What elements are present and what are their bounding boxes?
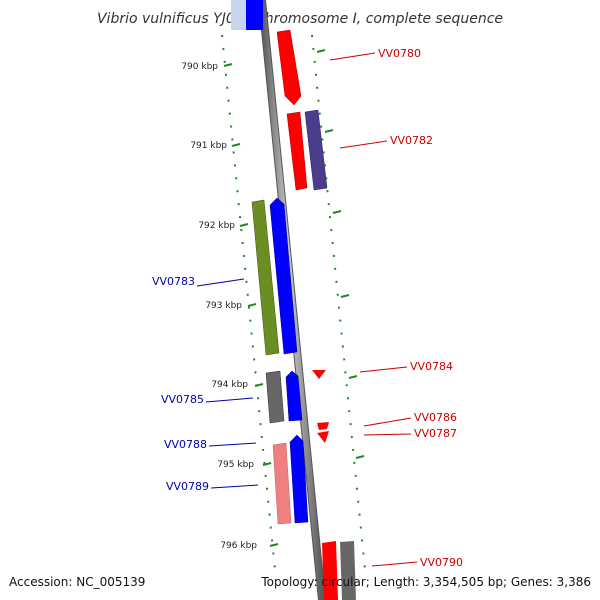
- tick-label-793: 793 kbp: [205, 301, 242, 311]
- gene-label-vv0786[interactable]: VV0786: [414, 411, 457, 424]
- tick-label-792: 792 kbp: [198, 221, 235, 231]
- gene-label-vv0783[interactable]: VV0783: [152, 275, 195, 288]
- gene-vv0785-block[interactable]: [285, 370, 303, 422]
- topology-text: Topology: circular; Length: 3,354,505 bp…: [260, 575, 591, 589]
- gene-label-vv0785[interactable]: VV0785: [161, 393, 204, 406]
- gene-vv0784-block[interactable]: [312, 370, 326, 379]
- gene-vv0780-block[interactable]: [276, 29, 302, 106]
- gene-label-vv0787[interactable]: VV0787: [414, 427, 457, 440]
- gene-vv0783-block[interactable]: [269, 197, 298, 355]
- tick-label-795: 795 kbp: [217, 460, 254, 470]
- gene-vv0788-block[interactable]: [289, 434, 309, 524]
- tick-label-796: 796 kbp: [220, 541, 257, 551]
- gene-unknown-block-1: [265, 370, 285, 424]
- map-title: Vibrio vulnificus YJ016 chromosome I, co…: [97, 11, 503, 27]
- gene-vv0786-block[interactable]: [317, 422, 329, 430]
- gene-label-vv0789[interactable]: VV0789: [166, 480, 209, 493]
- gene-label-vv0782[interactable]: VV0782: [390, 134, 433, 147]
- gene-vv0782-block[interactable]: [304, 109, 328, 191]
- gene-label-vv0790[interactable]: VV0790: [420, 556, 463, 569]
- tick-label-790: 790 kbp: [181, 62, 218, 72]
- accession-text: Accession: NC_005139: [9, 575, 145, 589]
- gene-labels: VV0780 VV0782 VV0783 VV0784 VV0785 VV078…: [152, 47, 463, 569]
- partial-genes-top: [231, 0, 263, 30]
- tick-label-791: 791 kbp: [190, 141, 227, 151]
- ruler-ticks: 790 kbp 791 kbp 792 kbp 793 kbp 794 kbp …: [181, 49, 365, 551]
- gene-vv0787-block[interactable]: [317, 431, 329, 443]
- gene-gc-skew-block: [251, 199, 280, 356]
- gene-label-vv0788[interactable]: VV0788: [164, 438, 207, 451]
- gene-vv0790-block[interactable]: [322, 541, 356, 600]
- tick-label-794: 794 kbp: [211, 380, 248, 390]
- gene-vv0781-block[interactable]: [286, 111, 308, 191]
- gene-label-vv0780[interactable]: VV0780: [378, 47, 421, 60]
- gene-label-vv0784[interactable]: VV0784: [410, 360, 453, 373]
- gene-vv0789-block[interactable]: [272, 442, 292, 525]
